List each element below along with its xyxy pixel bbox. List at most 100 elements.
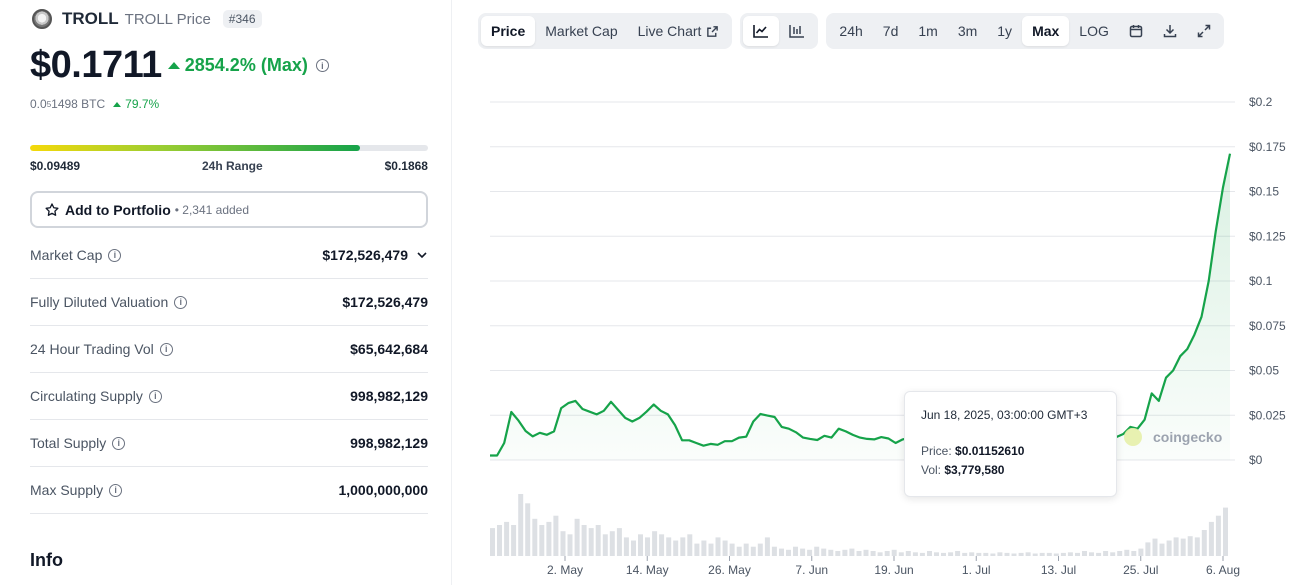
price-row: $0.1711 2854.2% (Max) i xyxy=(30,44,329,87)
chevron-down-icon[interactable] xyxy=(416,249,428,261)
volume-bar xyxy=(814,546,820,556)
range-3m[interactable]: 3m xyxy=(957,23,978,39)
volume-bar xyxy=(701,540,707,556)
info-icon[interactable]: i xyxy=(109,483,123,497)
volume-bar xyxy=(919,552,925,556)
price-chart[interactable]: $0 $0.025 $0.05 $0.075 $0.1 $0.125 $0.15 $0.175… xyxy=(478,80,1308,585)
volume-bar xyxy=(898,552,904,556)
range-1y[interactable]: 1y xyxy=(997,23,1013,39)
tab-live-chart[interactable]: Live Chart xyxy=(628,16,730,46)
tooltip-vol-value: $3,779,580 xyxy=(944,463,1005,477)
info-heading: Info xyxy=(30,550,63,570)
y-tick-label: $0.2 xyxy=(1249,95,1273,109)
volume-bar xyxy=(941,552,946,556)
volume-bar xyxy=(546,521,552,556)
tab-market-cap[interactable]: Market Cap xyxy=(545,23,618,39)
volume-bar xyxy=(581,525,587,556)
volume-bar xyxy=(673,540,679,556)
volume-bar xyxy=(1187,536,1193,556)
volume-bar xyxy=(1053,553,1059,556)
range-high: $0.1868 xyxy=(384,159,428,173)
info-icon[interactable]: i xyxy=(112,436,126,450)
volume-bar xyxy=(623,537,629,556)
stat-label: Fully Diluted Valuation xyxy=(30,294,169,310)
chart-gridlines xyxy=(490,101,1235,461)
y-axis-ticks: $0 $0.025 $0.05 $0.075 $0.1 $0.125 $0.15 $0.175… xyxy=(1249,95,1286,467)
volume-bar xyxy=(891,549,897,556)
volume-bar xyxy=(666,537,672,556)
range-7d[interactable]: 7d xyxy=(882,23,899,39)
info-icon[interactable]: i xyxy=(159,342,173,356)
range-24h[interactable]: 24h xyxy=(839,23,863,39)
volume-bar xyxy=(1067,552,1073,556)
tab-price[interactable]: Price xyxy=(481,16,536,46)
line-chart-button[interactable] xyxy=(743,16,780,46)
tooltip-date: Jun 18, 2025, 03:00:00 GMT+3 xyxy=(921,408,1088,422)
volume-bar xyxy=(638,534,643,556)
volume-bar xyxy=(497,525,502,556)
range-max[interactable]: Max xyxy=(1022,16,1070,46)
log-scale-toggle[interactable]: LOG xyxy=(1079,23,1109,39)
tooltip-price-label: Price: xyxy=(921,444,952,458)
volume-bar xyxy=(1075,552,1080,556)
y-tick-label: $0.15 xyxy=(1249,185,1279,199)
volume-bar xyxy=(1039,552,1045,556)
info-icon[interactable]: i xyxy=(315,59,329,72)
stat-row-max-supply: Max Supply i 1,000,000,000 xyxy=(30,467,428,514)
download-button[interactable] xyxy=(1153,16,1187,46)
add-to-portfolio-button[interactable]: Add to Portfolio • 2,341 added xyxy=(30,191,428,228)
fullscreen-button[interactable] xyxy=(1187,16,1221,46)
volume-bar xyxy=(828,549,834,556)
volume-bar xyxy=(771,546,777,556)
volume-bar xyxy=(1089,552,1094,556)
range-label: 24h Range xyxy=(201,159,263,173)
volume-bar xyxy=(1223,507,1228,556)
volume-bar xyxy=(743,543,749,556)
y-tick-label: $0.075 xyxy=(1249,319,1286,333)
volume-bar xyxy=(842,549,848,556)
expand-icon xyxy=(1197,24,1211,38)
stat-label: Circulating Supply xyxy=(30,388,143,404)
range-low: $0.09489 xyxy=(30,159,81,173)
volume-bar xyxy=(518,494,524,556)
volume-bar xyxy=(490,528,495,556)
star-icon xyxy=(45,202,59,216)
y-tick-label: $0.125 xyxy=(1249,229,1286,243)
stat-value: $172,526,479 xyxy=(342,294,428,310)
volume-bar xyxy=(645,537,650,556)
portfolio-added-count: • 2,341 added xyxy=(174,202,250,217)
volume-bar xyxy=(1004,552,1010,556)
info-icon[interactable]: i xyxy=(174,295,188,309)
candlestick-chart-button[interactable] xyxy=(779,16,815,46)
external-link-icon xyxy=(707,25,719,37)
stat-value: $172,526,479 xyxy=(322,247,408,263)
stat-row-market-cap[interactable]: Market Cap i $172,526,479 xyxy=(30,232,428,279)
volume-bar xyxy=(616,528,622,556)
volume-bar xyxy=(934,552,939,556)
volume-bar xyxy=(680,537,686,556)
24h-range-labels: $0.09489 24h Range $0.1868 xyxy=(30,159,428,173)
caret-up-icon xyxy=(167,62,180,69)
stat-row-circulating-supply: Circulating Supply i 998,982,129 xyxy=(30,373,428,420)
btc-price-suffix: 1498 BTC xyxy=(51,97,106,111)
volume-bar xyxy=(539,525,545,556)
tab-live-chart-label: Live Chart xyxy=(637,23,702,39)
volume-bar xyxy=(835,551,841,556)
volume-bar xyxy=(962,552,968,556)
current-price: $0.1711 xyxy=(30,44,162,86)
info-icon[interactable]: i xyxy=(108,248,122,262)
range-1m[interactable]: 1m xyxy=(918,23,938,39)
info-icon[interactable]: i xyxy=(148,389,162,403)
troll-logo-icon xyxy=(32,9,52,29)
calendar-button[interactable] xyxy=(1119,16,1153,46)
volume-bars xyxy=(490,494,1228,556)
24h-range-bar xyxy=(30,145,428,151)
volume-bar xyxy=(884,551,890,556)
view-tab-group: Price Market Cap Live Chart xyxy=(478,13,733,49)
stat-label: Total Supply xyxy=(30,435,107,451)
time-range-group: 24h 7d 1m 3m 1y Max LOG xyxy=(826,13,1224,49)
volume-bar xyxy=(708,543,714,556)
volume-bar xyxy=(807,549,813,556)
x-tick-label: 6. Aug xyxy=(1206,563,1240,577)
volume-bar xyxy=(912,552,918,556)
